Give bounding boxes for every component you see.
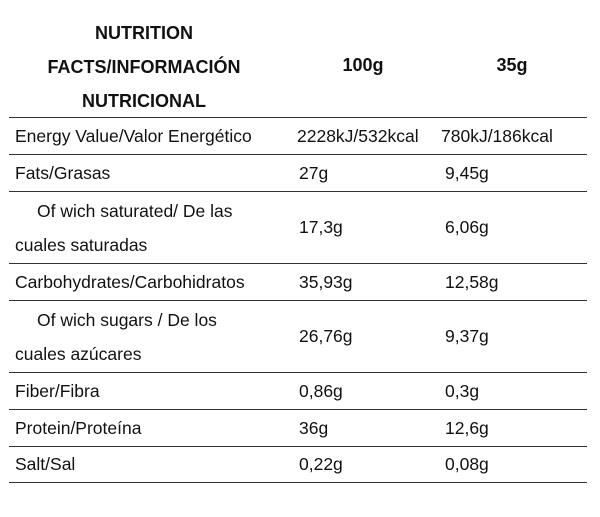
value-35g: 0,08g	[445, 454, 489, 474]
table-row-protein: Protein/Proteína 36g 12,6g	[9, 409, 587, 446]
table-row-sugars: Of wich sugars / De los cuales azúcares …	[9, 300, 587, 372]
value-35g: 9,45g	[445, 162, 489, 183]
row-label-line-1: Of wich saturated/ De las	[37, 200, 233, 221]
value-100g: 35,93g	[299, 271, 353, 292]
row-label: Of wich saturated/ De las cuales saturad…	[9, 194, 295, 262]
value-100g: 0,22g	[299, 454, 343, 474]
row-label: Fats/Grasas	[15, 162, 111, 183]
row-label-line-2: cuales saturadas	[15, 234, 148, 255]
row-label-line-1: Of wich sugars / De los	[37, 309, 217, 330]
value-35g: 6,06g	[445, 217, 489, 237]
row-label: Energy Value/Valor Energético	[15, 125, 252, 146]
title-line-2: FACTS/INFORMACIÓN	[47, 56, 241, 77]
row-label: Salt/Sal	[15, 454, 76, 474]
nutrition-table: NUTRITION FACTS/INFORMACIÓN NUTRICIONAL …	[9, 14, 587, 483]
title-line-3: NUTRICIONAL	[82, 90, 206, 111]
value-35g: 12,58g	[445, 271, 499, 292]
row-label: Of wich sugars / De los cuales azúcares	[9, 303, 295, 371]
table-title: NUTRITION FACTS/INFORMACIÓN NUTRICIONAL	[9, 14, 279, 118]
value-100g: 2228kJ/532kcal	[297, 125, 419, 146]
value-100g: 0,86g	[299, 380, 343, 401]
table-row-fiber: Fiber/Fibra 0,86g 0,3g	[9, 372, 587, 409]
table-row-salt: Salt/Sal 0,22g 0,08g	[9, 446, 587, 483]
row-label: Fiber/Fibra	[15, 380, 100, 401]
title-line-1: NUTRITION	[95, 22, 193, 43]
value-35g: 780kJ/186kcal	[441, 125, 553, 146]
value-100g: 17,3g	[299, 217, 343, 237]
value-100g: 27g	[299, 162, 329, 183]
table-header: NUTRITION FACTS/INFORMACIÓN NUTRICIONAL …	[9, 14, 587, 117]
value-100g: 36g	[299, 417, 329, 438]
row-label: Protein/Proteína	[15, 417, 142, 438]
column-header-35g: 35g	[496, 55, 528, 75]
table-row-fats: Fats/Grasas 27g 9,45g	[9, 154, 587, 191]
value-100g: 26,76g	[299, 326, 353, 346]
value-35g: 12,6g	[445, 417, 489, 438]
table-row-energy: Energy Value/Valor Energético 2228kJ/532…	[9, 117, 587, 154]
table-row-carbohydrates: Carbohydrates/Carbohidratos 35,93g 12,58…	[9, 263, 587, 300]
column-header-100g: 100g	[342, 55, 384, 75]
table-row-saturated: Of wich saturated/ De las cuales saturad…	[9, 191, 587, 263]
row-label: Carbohydrates/Carbohidratos	[15, 271, 245, 292]
row-label-line-2: cuales azúcares	[15, 343, 142, 364]
value-35g: 9,37g	[445, 326, 489, 346]
value-35g: 0,3g	[445, 380, 480, 401]
